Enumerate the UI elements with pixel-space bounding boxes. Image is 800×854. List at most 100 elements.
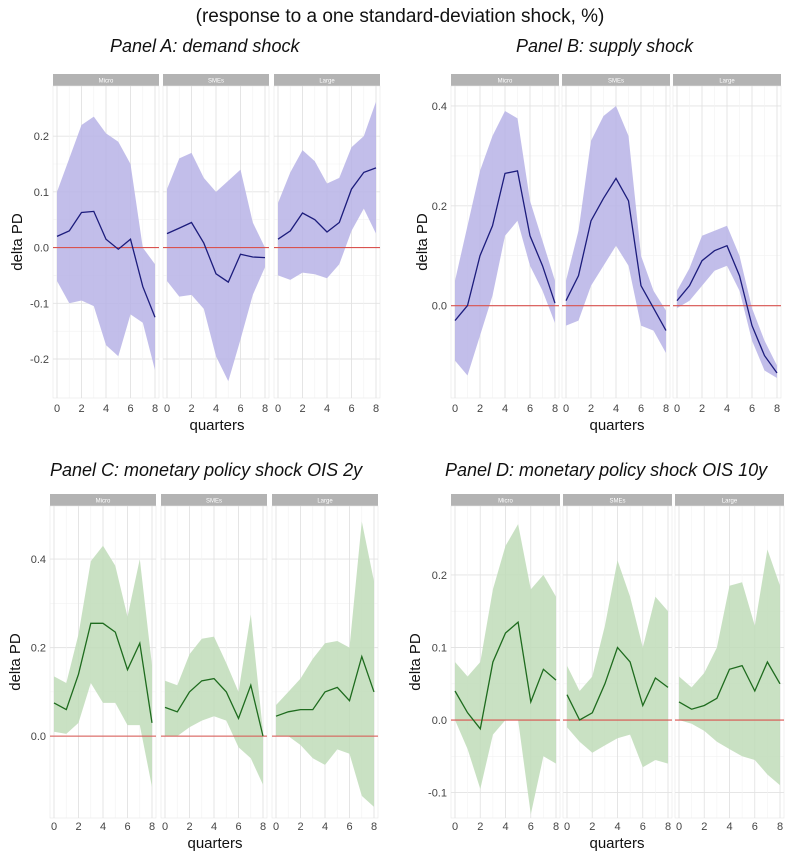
panel-b-smes-x-tick-label: 0 xyxy=(563,403,569,415)
panel-a-micro-strip xyxy=(53,74,159,86)
panel-a-large-confidence-band xyxy=(278,101,376,280)
panel-b-micro-response-line xyxy=(454,170,556,322)
panel-d-y-tick-label: 0.0 xyxy=(432,715,447,727)
panel-b-micro-x-tick-label: 4 xyxy=(502,403,508,415)
panel-c-smes-x-tick-label: 0 xyxy=(162,821,168,833)
panel-a-y-tick-label: -0.1 xyxy=(30,298,49,310)
panel-b-micro-x-tick-label: 0 xyxy=(452,403,458,415)
panel-d-smes-x-tick-label: 2 xyxy=(589,821,595,833)
panel-d-micro-strip-label: Micro xyxy=(498,499,513,505)
panel-b-large-confidence-band xyxy=(677,225,777,378)
panel-b-large-x-tick-label: 4 xyxy=(724,403,730,415)
panel-b-smes-x-tick-label: 6 xyxy=(638,403,644,415)
panel-d-y-tick-label: 0.1 xyxy=(432,642,447,654)
panel-d-large-x-tick-label: 4 xyxy=(726,821,732,833)
panel-c-smes-response-line xyxy=(164,677,264,737)
panel-a-micro-x-tick-label: 6 xyxy=(127,403,133,415)
panel-b-y-tick-label: 0.0 xyxy=(432,301,447,313)
panel-b-large-x-tick-label: 0 xyxy=(674,403,680,415)
panel-d-micro-x-tick-label: 0 xyxy=(452,821,458,833)
panel-a-micro-x-tick-label: 8 xyxy=(152,403,158,415)
panel-a-large-strip xyxy=(274,74,380,86)
panel-a-micro-x-tick-label: 4 xyxy=(103,403,109,415)
panel-b-smes-x-tick-label: 8 xyxy=(663,403,669,415)
panel-d-smes-strip-label: SMEs xyxy=(609,499,625,505)
panel-d-y-tick-label: -0.1 xyxy=(428,788,447,800)
panel-a-x-axis-title: quarters xyxy=(189,417,244,434)
panel-a-y-axis-title: delta PD xyxy=(9,213,26,271)
panel-a-large-x-tick-label: 2 xyxy=(299,403,305,415)
panel-d-y-axis-title: delta PD xyxy=(407,633,424,691)
panel-d-y-tick-label: 0.2 xyxy=(432,570,447,582)
panel-d-micro-x-tick-label: 8 xyxy=(553,821,559,833)
panel-a-large-strip-label: Large xyxy=(319,79,335,85)
panel-a-large-x-tick-label: 4 xyxy=(324,403,330,415)
panel-c-large-strip xyxy=(272,494,378,506)
panel-b-large-strip xyxy=(673,74,781,86)
panel-d-micro-x-tick-label: 6 xyxy=(528,821,534,833)
panel-a-title: Panel A: demand shock xyxy=(110,36,300,56)
panel-c-micro-response-line xyxy=(53,622,153,723)
panel-a-large-x-tick-label: 6 xyxy=(348,403,354,415)
panel-c-y-tick-label: 0.4 xyxy=(31,554,46,566)
panel-d-large-x-tick-label: 6 xyxy=(752,821,758,833)
panel-b-smes-strip xyxy=(562,74,670,86)
panel-c-y-tick-label: 0.0 xyxy=(31,731,46,743)
panel-a-smes-response-line xyxy=(166,221,266,284)
panel-b-smes-response-line xyxy=(565,177,667,331)
panel-a-micro-response-line xyxy=(56,210,156,318)
panel-b-smes-x-tick-label: 2 xyxy=(588,403,594,415)
panel-d-large-x-tick-label: 8 xyxy=(777,821,783,833)
panel-c-micro-x-tick-label: 0 xyxy=(51,821,57,833)
panel-c-title: Panel C: monetary policy shock OIS 2y xyxy=(50,460,363,480)
panel-d-x-axis-title: quarters xyxy=(589,835,644,852)
panel-d-smes-response-line xyxy=(566,646,669,721)
panel-c-micro-x-tick-label: 2 xyxy=(75,821,81,833)
panel-c-large-x-tick-label: 4 xyxy=(322,821,328,833)
panel-c-large-x-tick-label: 0 xyxy=(273,821,279,833)
panel-d-large-confidence-band xyxy=(679,549,780,786)
panel-a-smes-x-tick-label: 4 xyxy=(213,403,219,415)
panel-c-micro-x-tick-label: 6 xyxy=(124,821,130,833)
panel-c-large-x-tick-label: 8 xyxy=(371,821,377,833)
panel-d-large-strip xyxy=(675,494,784,506)
panel-c-smes-x-tick-label: 6 xyxy=(235,821,241,833)
panel-c-smes-x-tick-label: 4 xyxy=(211,821,217,833)
panel-b-y-tick-label: 0.4 xyxy=(432,101,447,113)
panel-c-smes-confidence-band xyxy=(165,614,263,785)
panel-c-smes-x-tick-label: 2 xyxy=(186,821,192,833)
panel-a-large-x-tick-label: 0 xyxy=(275,403,281,415)
panel-b-large-strip-label: Large xyxy=(719,79,735,85)
panel-a-smes-x-tick-label: 0 xyxy=(164,403,170,415)
panel-d-micro-x-tick-label: 2 xyxy=(477,821,483,833)
panel-a-smes-x-tick-label: 6 xyxy=(237,403,243,415)
panel-d-smes-strip xyxy=(563,494,672,506)
panel-c-smes-strip-label: SMEs xyxy=(206,499,222,505)
panel-b-large-response-line xyxy=(676,244,778,374)
panel-b-y-axis-title: delta PD xyxy=(414,213,431,271)
panel-b-micro-x-tick-label: 8 xyxy=(552,403,558,415)
panel-b-micro-x-tick-label: 2 xyxy=(477,403,483,415)
panel-b-micro-strip xyxy=(451,74,559,86)
panel-c-smes-strip xyxy=(161,494,267,506)
panel-b-micro-x-tick-label: 6 xyxy=(527,403,533,415)
panel-b-x-axis-title: quarters xyxy=(589,417,644,434)
panel-c-large-x-tick-label: 6 xyxy=(346,821,352,833)
panel-c-large-confidence-band xyxy=(276,521,374,807)
panel-d-smes-x-tick-label: 6 xyxy=(640,821,646,833)
panel-a-micro-x-tick-label: 0 xyxy=(54,403,60,415)
panel-d-micro-strip xyxy=(451,494,560,506)
panel-a-y-tick-label: 0.0 xyxy=(34,243,49,255)
panel-a-smes-x-tick-label: 8 xyxy=(262,403,268,415)
panel-b-micro-strip-label: Micro xyxy=(498,79,513,85)
panel-c-large-strip-label: Large xyxy=(317,499,333,505)
panel-b-micro-confidence-band xyxy=(455,111,555,376)
panel-d-smes-x-tick-label: 8 xyxy=(665,821,671,833)
panel-b-large-x-tick-label: 8 xyxy=(774,403,780,415)
panel-c-x-axis-title: quarters xyxy=(187,835,242,852)
panel-d-smes-x-tick-label: 0 xyxy=(564,821,570,833)
panel-d-title: Panel D: monetary policy shock OIS 10y xyxy=(445,460,768,480)
panel-b-smes-confidence-band xyxy=(566,106,666,354)
panel-a-y-tick-label: -0.2 xyxy=(30,354,49,366)
